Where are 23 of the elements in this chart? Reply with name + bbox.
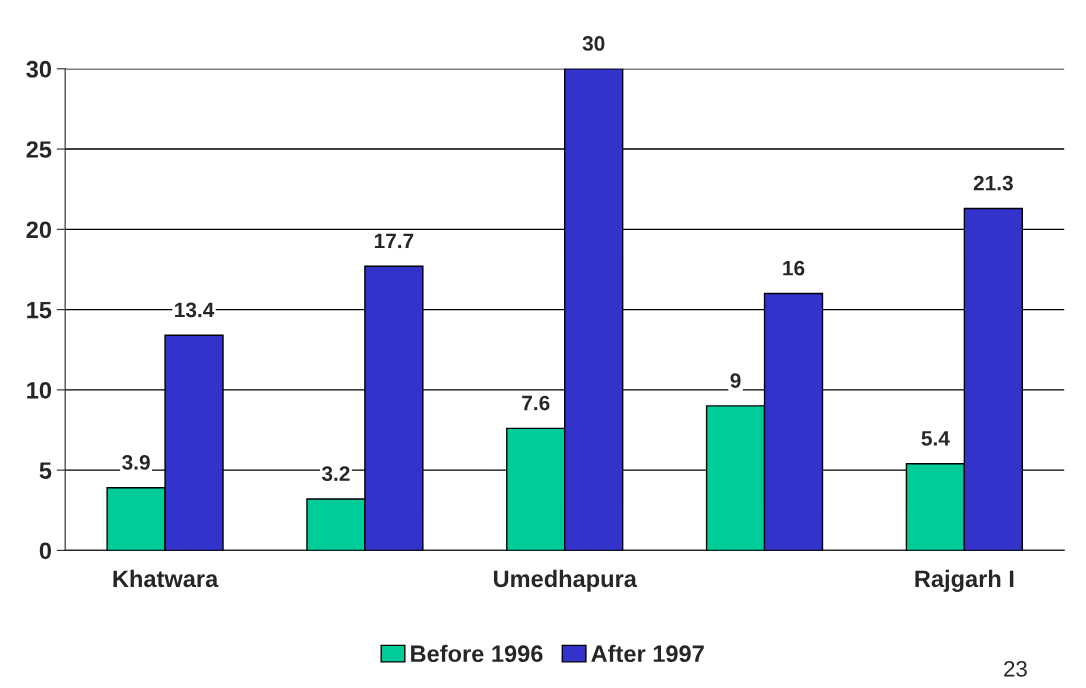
- x-tick-label: Umedhapura: [493, 569, 638, 592]
- data-label: 21.3: [973, 175, 1013, 191]
- y-tick-label: 25: [26, 141, 52, 158]
- y-tick-label: 10: [27, 381, 51, 399]
- data-label: 16: [783, 260, 805, 276]
- data-label: 17.7: [374, 233, 414, 249]
- data-label: 3.9: [122, 455, 150, 470]
- data-label: 9: [730, 373, 741, 388]
- y-tick-label: 20: [26, 221, 51, 239]
- x-tick-label: Rajgarh I: [915, 569, 1014, 592]
- legend-label: Before 1996: [411, 644, 543, 663]
- y-tick-label: 5: [39, 462, 52, 479]
- data-label: 3.2: [321, 466, 350, 482]
- data-label: 13.4: [175, 302, 215, 318]
- y-tick-label: 30: [26, 60, 51, 78]
- legend-label: After 1997: [591, 644, 704, 663]
- x-tick-label: Khatwara: [113, 569, 219, 588]
- y-tick-label: 0: [39, 542, 51, 560]
- data-label: 5.4: [921, 431, 950, 446]
- text: 23: [1004, 660, 1027, 677]
- data-label: 30: [582, 36, 605, 51]
- y-tick-label: 15: [27, 301, 52, 319]
- data-label: 7.6: [522, 395, 550, 411]
